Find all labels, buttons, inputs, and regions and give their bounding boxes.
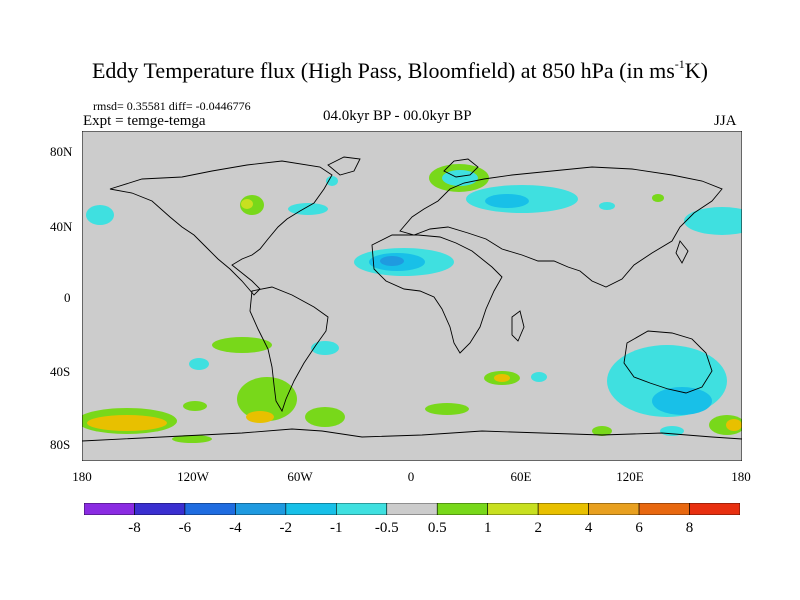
- cyan-patch-northpacific: [684, 207, 742, 235]
- lon-label-60e: 60E: [510, 469, 532, 484]
- colorbar-label: 2: [534, 520, 542, 536]
- japan-coast: [675, 240, 689, 264]
- colorbar-label: -4: [229, 520, 242, 536]
- title-main: Eddy Temperature flux (High Pass, Bloomf…: [91, 58, 675, 83]
- cyan-patch-northwest: [86, 205, 114, 225]
- lon-label-0: 0: [407, 469, 415, 484]
- colorbar: [84, 503, 740, 515]
- africa-coast: [371, 234, 503, 354]
- cyan-patch-indian-east: [531, 372, 547, 382]
- colorbar-swatch: [235, 503, 287, 515]
- madagascar-coast: [511, 310, 525, 342]
- season-label: JJA: [714, 113, 737, 129]
- green-patch-southindian: [592, 426, 612, 436]
- north-america-coast: [109, 160, 333, 296]
- coastlines: [82, 156, 742, 442]
- colorbar-swatch: [134, 503, 186, 515]
- lon-label-180w: 180: [72, 469, 92, 484]
- colorbar-swatch: [336, 503, 388, 515]
- lon-label-60w: 60W: [287, 469, 313, 484]
- cyan-patch-canada: [326, 176, 338, 186]
- colorbar-swatch: [285, 503, 337, 515]
- colorbar-label: 6: [635, 520, 643, 536]
- title-tail: K): [684, 58, 708, 83]
- eurasia-coast: [399, 166, 723, 288]
- map-title: Eddy Temperature flux (High Pass, Bloomf…: [0, 56, 800, 84]
- colorbar-label: 8: [685, 520, 694, 536]
- orange-patch-indian: [494, 374, 510, 382]
- blue-patch-eurasia: [485, 194, 529, 208]
- world-map: [82, 131, 742, 461]
- lon-label-180e: 180: [731, 469, 751, 484]
- title-superscript: -1: [674, 56, 685, 71]
- colorbar-label: -8: [128, 520, 141, 536]
- orange-band-southpacific: [87, 415, 167, 431]
- australia-coast: [623, 330, 713, 394]
- colorbar-swatch: [436, 503, 488, 515]
- colorbar-label: -1: [330, 520, 343, 536]
- lat-label-80s: 80S: [50, 437, 71, 452]
- scandinavia-coast: [443, 158, 479, 178]
- green-patch-bellingshausen: [183, 401, 207, 411]
- green-patch-southpacific: [212, 337, 272, 353]
- experiment-label: Expt = temge-temga: [83, 113, 206, 129]
- period-label: 04.0kyr BP - 00.0kyr BP: [323, 108, 472, 124]
- green-patch-southatlantic: [425, 403, 469, 415]
- yellow-patch-hudson: [241, 199, 253, 209]
- colorbar-swatch: [537, 503, 589, 515]
- lon-label-120w: 120W: [177, 469, 209, 484]
- orange-patch-drake: [246, 411, 274, 423]
- lat-label-0: 0: [64, 290, 71, 305]
- colorbar-swatch: [588, 503, 640, 515]
- colorbar-label: -6: [178, 520, 192, 536]
- colorbar-label: 4: [584, 520, 593, 536]
- lat-label-40n: 40N: [50, 219, 73, 234]
- colorbar-label: -0.5: [374, 520, 399, 536]
- cyan-patch-pacific: [189, 358, 209, 370]
- green-patch-weddell: [305, 407, 345, 427]
- greenland-coast: [327, 156, 361, 176]
- green-patch-siberia: [652, 194, 664, 202]
- colorbar-label: 0.5: [427, 520, 447, 536]
- cyan-patch-atlantic: [288, 203, 328, 215]
- colorbar-label: -2: [279, 520, 293, 536]
- lat-label-40s: 40S: [50, 364, 71, 379]
- colorbar-swatch: [689, 503, 740, 515]
- cyan-patch-southamerica: [311, 341, 339, 355]
- lat-label-80n: 80N: [50, 144, 73, 159]
- anomaly-shading: [82, 164, 742, 443]
- blue-patch-australia: [652, 387, 712, 415]
- lon-label-120e: 120E: [616, 469, 644, 484]
- colorbar-swatch: [84, 503, 135, 515]
- colorbar-label: 1: [483, 520, 492, 536]
- cyan-patch-asia: [599, 202, 615, 210]
- colorbar-swatch: [487, 503, 539, 515]
- orange-patch-southeast: [726, 419, 742, 431]
- colorbar-swatch: [386, 503, 438, 515]
- darkblue-patch-sahara: [380, 256, 404, 266]
- antarctica-coast: [82, 428, 742, 442]
- colorbar-swatch: [638, 503, 690, 515]
- south-america-coast: [249, 286, 329, 413]
- stats-text: rmsd= 0.35581 diff= -0.0446776: [93, 99, 251, 113]
- green-band-ross: [172, 435, 212, 443]
- colorbar-swatch: [184, 503, 236, 515]
